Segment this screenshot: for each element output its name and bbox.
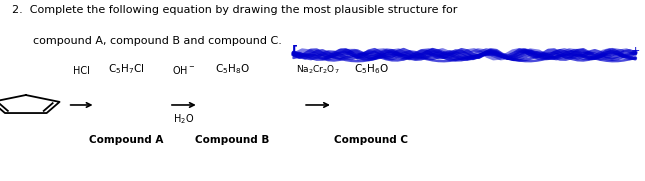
Text: Compound B: Compound B: [195, 135, 270, 145]
Text: OH$^-$: OH$^-$: [172, 64, 195, 76]
Text: C$_5$H$_6$O: C$_5$H$_6$O: [353, 62, 388, 76]
Text: Compound A: Compound A: [88, 135, 163, 145]
Text: +: +: [631, 46, 640, 56]
Text: C$_5$H$_8$O: C$_5$H$_8$O: [215, 62, 250, 76]
Text: compound A, compound B and compound C.: compound A, compound B and compound C.: [12, 36, 281, 46]
Text: H$_2$O: H$_2$O: [174, 112, 194, 126]
Text: HCl: HCl: [73, 66, 90, 76]
Text: [: [: [292, 44, 297, 57]
Text: 2.  Complete the following equation by drawing the most plausible structure for: 2. Complete the following equation by dr…: [12, 5, 457, 15]
Text: Na$_2$Cr$_2$O$_7$: Na$_2$Cr$_2$O$_7$: [296, 64, 340, 76]
Text: C$_5$H$_7$Cl: C$_5$H$_7$Cl: [108, 62, 144, 76]
Text: Compound C: Compound C: [334, 135, 408, 145]
